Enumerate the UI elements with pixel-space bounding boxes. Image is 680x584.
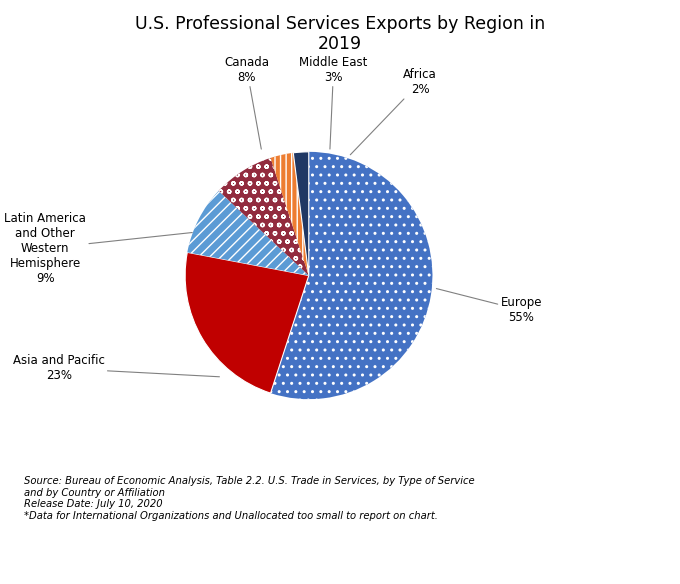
Text: Source: Bureau of Economic Analysis, Table 2.2. U.S. Trade in Services, by Type : Source: Bureau of Economic Analysis, Tab… (24, 476, 475, 521)
Text: Latin America
and Other
Western
Hemisphere
9%: Latin America and Other Western Hemisphe… (4, 212, 192, 285)
Wedge shape (187, 191, 309, 276)
Text: Middle East
3%: Middle East 3% (299, 56, 368, 149)
Wedge shape (271, 152, 432, 399)
Text: Canada
8%: Canada 8% (224, 56, 269, 149)
Wedge shape (293, 152, 309, 276)
Text: Europe
55%: Europe 55% (437, 288, 542, 324)
Wedge shape (185, 252, 309, 393)
Text: U.S. Professional Services Exports by Region in
2019: U.S. Professional Services Exports by Re… (135, 15, 545, 53)
Wedge shape (219, 158, 309, 276)
Text: Asia and Pacific
23%: Asia and Pacific 23% (13, 354, 220, 383)
Text: Africa
2%: Africa 2% (350, 68, 437, 155)
Wedge shape (271, 153, 309, 276)
